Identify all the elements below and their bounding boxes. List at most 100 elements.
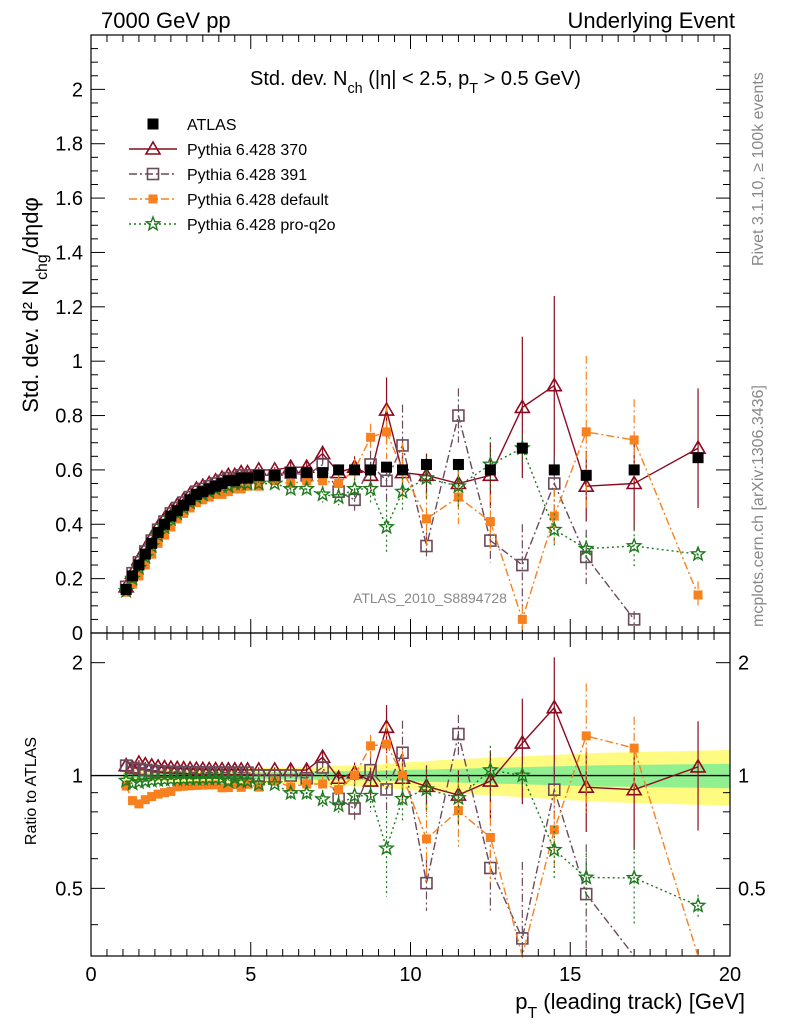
p391-ratio-point [420,876,433,890]
pdefault-point [318,476,328,486]
atlas-point [146,537,158,549]
ratio-y-tick-label: 0.5 [55,878,83,900]
pdefault-point [204,492,214,502]
atlas-point [269,469,281,481]
pq2o-ratio-point [378,839,396,856]
pdefault-ratio-point [485,833,495,843]
pdefault-ratio-point [382,739,392,749]
x-tick-label: 20 [719,964,741,986]
pq2o-ratio-point [394,789,412,807]
y-tick-label: 1.2 [55,297,83,319]
pq2o-point [689,545,707,562]
y-tick-label: 1 [72,351,83,373]
pq2o-point [314,485,332,502]
atlas-point [692,452,704,464]
atlas-point [178,499,190,511]
ratio-y-tick-label: 2 [72,653,83,675]
pdefault-ratio-point [230,779,240,789]
atlas-point [381,461,393,473]
p370-ratio-point [689,758,707,773]
x-axis-title: pT (leading track) [GeV] [515,989,745,1022]
pdefault-point [217,489,227,499]
p391-ratio-point [126,761,139,775]
atlas-point [203,483,215,495]
y-tick-label: 0.6 [55,460,83,482]
p391-ratio-point [119,759,133,772]
y-tick-label: 1.6 [55,188,83,210]
pdefault-ratio-point [179,781,189,791]
legend-label-p391: Pythia 6.428 391 [187,167,307,184]
pdefault-point [421,514,431,524]
pq2o-point [577,539,595,556]
atlas-point [120,584,132,596]
pdefault-ratio-point [159,788,169,798]
pdefault-point [382,427,392,437]
atlas-point [152,526,164,538]
pdefault-ratio-point [211,780,221,790]
pdefault-ratio-point [204,780,214,790]
pdefault-point [230,484,240,494]
p391-ratio-point [145,764,159,777]
p391-ratio-point [364,763,377,777]
atlas-point [210,480,222,492]
p391-ratio-point [252,769,266,782]
p391-ratio-point [452,727,465,741]
p391-ratio-point [284,769,297,782]
pq2o-point [266,474,284,491]
pdefault-point [223,487,233,497]
atlas-point [285,467,297,479]
pdefault-point [517,614,527,624]
y-tick-label: 2 [72,79,83,101]
legend-label-pdefault: Pythia 6.428 default [187,192,329,209]
pdefault-ratio-point [166,786,176,796]
atlas-point [397,464,409,476]
pdefault-point [629,435,639,445]
rivet-version-label: Rivet 3.1.10, ≥ 100k events [750,72,767,266]
ratio-y-tick-label-right: 2 [738,653,749,675]
p391-ratio-point [516,932,529,945]
atlas-point [349,464,361,476]
atlas-point [301,467,313,479]
p370-ratio-point [378,718,395,734]
legend-label-p370: Pythia 6.428 370 [187,142,307,159]
pdefault-point [693,590,703,600]
atlas-point [452,458,464,470]
pdefault-ratio-point [421,834,431,844]
atlas-point [229,475,241,487]
pdefault-ratio-point [147,792,157,802]
pq2o-ratio-point [689,896,707,913]
pdefault-ratio-point [549,825,559,835]
p370-point [513,398,531,414]
pq2o-ratio-point [449,789,467,806]
pdefault-ratio-point [236,782,246,792]
atlas-point [165,510,177,522]
p391-ratio-point [151,764,165,778]
atlas-point [171,505,183,517]
atlas-point [516,442,528,454]
atlas-point [197,486,209,498]
pq2o-ratio-point [545,840,563,858]
pq2o-point [330,488,348,505]
pdefault-ratio-point [153,789,163,799]
p391-point [516,558,529,572]
legend: ATLAS Pythia 6.428 370 Pythia 6.428 391 Pyt… [129,117,336,234]
pdefault-point [185,503,195,513]
pq2o-point [545,520,563,537]
atlas-point [190,488,202,500]
pdefault-ratio-point [191,780,201,790]
pdefault-point [198,495,208,505]
pdefault-ratio-point [134,799,144,809]
analysis-type-label: Underlying Event [567,8,735,33]
legend-label-atlas: ATLAS [187,117,237,134]
pq2o-point [378,518,396,535]
pq2o-point [449,477,467,494]
pdefault-point [179,508,189,518]
ratio-series-p391 [119,714,635,957]
p391-ratio-point [348,802,361,815]
pdefault-ratio-point [366,741,376,751]
ratio-series-pq2o [117,745,707,925]
atlas-point [184,494,196,506]
atlas-point [317,467,329,479]
pq2o-point [282,479,300,497]
pq2o-ratio-point [136,772,154,789]
